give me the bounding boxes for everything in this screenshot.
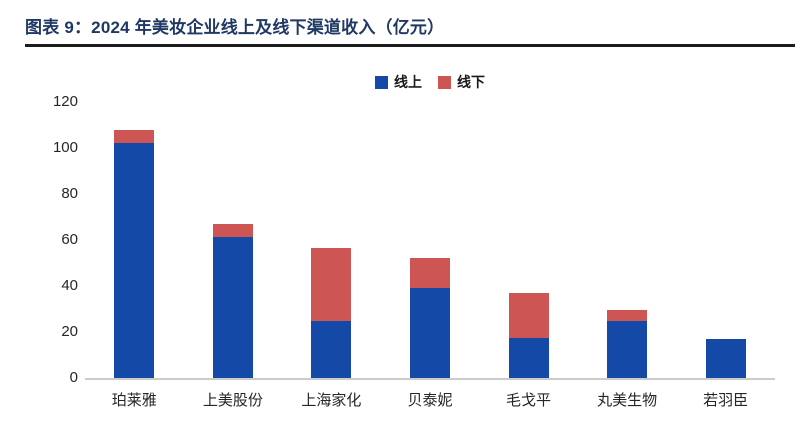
y-tick-label: 120 xyxy=(52,93,78,110)
x-axis-label: 上海家化 xyxy=(301,392,362,409)
legend-item-online: 线上 xyxy=(375,72,422,92)
x-axis: 珀莱雅 上美股份 上海家化 贝泰妮 毛戈平 丸美生物 若羽臣 xyxy=(85,389,775,410)
bar-segment-线下 xyxy=(212,223,253,237)
y-tick-label: 60 xyxy=(61,231,78,248)
title-underline-rule xyxy=(25,44,795,47)
bar-segment-线上 xyxy=(311,320,352,378)
x-axis-label: 珀莱雅 xyxy=(111,392,157,409)
stacked-bar xyxy=(409,258,450,378)
plot-area xyxy=(85,102,775,380)
y-tick-label: 100 xyxy=(52,139,78,156)
legend-label-offline: 线下 xyxy=(457,74,485,90)
bar-segment-线上 xyxy=(409,288,450,378)
bar-segment-线下 xyxy=(311,248,352,321)
legend-label-online: 线上 xyxy=(394,74,422,90)
x-axis-label: 贝泰妮 xyxy=(407,392,453,409)
online-series-swatch-icon xyxy=(375,75,388,89)
stacked-bar xyxy=(114,129,155,378)
offline-series-swatch-icon xyxy=(438,75,451,89)
bar-segment-线下 xyxy=(607,310,648,321)
x-axis-label: 毛戈平 xyxy=(506,392,552,409)
y-tick-label: 40 xyxy=(61,277,78,294)
x-axis-label: 若羽臣 xyxy=(703,392,749,409)
bar-segment-线上 xyxy=(607,320,648,378)
bar-segment-线上 xyxy=(114,143,155,378)
y-tick-label: 80 xyxy=(61,185,78,202)
stacked-bar xyxy=(311,248,352,378)
y-tick-label: 20 xyxy=(61,323,78,340)
bar-segment-线下 xyxy=(114,129,155,144)
figure-title: 图表 9：2024 年美妆企业线上及线下渠道收入（亿元） xyxy=(25,18,445,37)
chart-legend: 线上 线下 xyxy=(60,72,800,92)
bar-segment-线上 xyxy=(508,337,549,378)
x-axis-label: 上美股份 xyxy=(202,392,263,409)
x-axis-label: 丸美生物 xyxy=(597,392,658,409)
bar-segment-线下 xyxy=(508,292,549,338)
y-axis: 0 20 40 60 80 100 120 xyxy=(30,93,78,386)
legend-item-offline: 线下 xyxy=(438,72,485,92)
y-tick-label: 0 xyxy=(69,369,78,386)
stacked-bar xyxy=(705,338,746,378)
stacked-bar xyxy=(508,292,549,378)
stacked-bar xyxy=(607,310,648,378)
bar-segment-线下 xyxy=(409,258,450,289)
stacked-bar xyxy=(212,223,253,378)
bar-segment-线上 xyxy=(212,236,253,378)
bar-segment-线上 xyxy=(705,338,746,378)
